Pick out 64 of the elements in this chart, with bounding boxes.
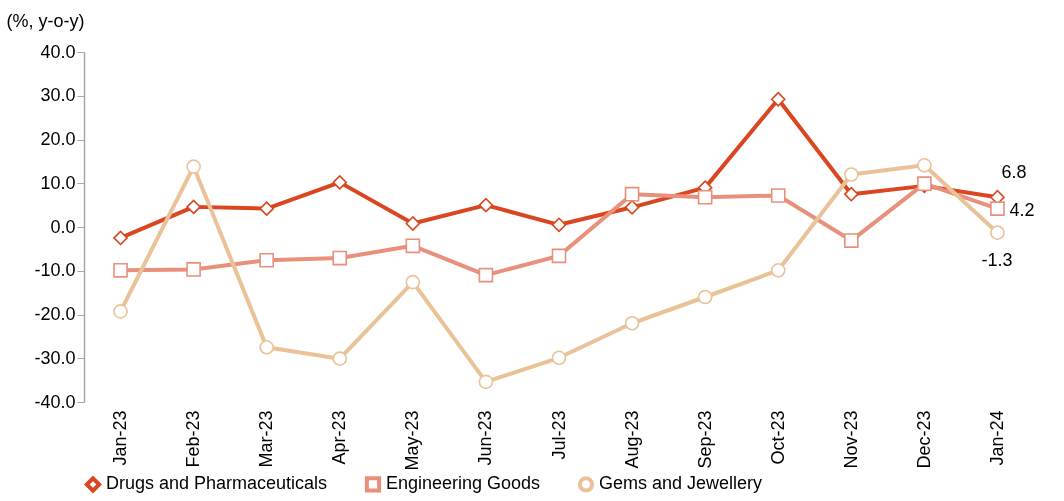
x-tick-label: Apr-23 [329, 410, 350, 465]
x-tick-label: May-23 [402, 410, 423, 471]
y-tick-label: -30.0 [34, 347, 76, 368]
point [843, 186, 859, 202]
point [405, 274, 421, 290]
x-tick-label: Jul-23 [548, 410, 569, 460]
x-tick-label: Jan-24 [986, 410, 1007, 466]
point [186, 199, 201, 215]
y-tick-label: 40.0 [40, 41, 76, 62]
y-tick-label: 20.0 [40, 129, 76, 149]
x-tick-label: Dec-23 [913, 410, 934, 469]
y-tick-label: -40.0 [34, 391, 76, 412]
point [990, 201, 1005, 216]
point [405, 238, 421, 254]
x-tick-label: Nov-23 [840, 410, 861, 469]
point [770, 263, 786, 278]
point [478, 267, 494, 283]
point [259, 201, 275, 216]
point [186, 159, 201, 174]
point [478, 374, 494, 390]
point [186, 262, 201, 277]
x-tick-label: Mar-23 [256, 410, 277, 468]
point [478, 197, 494, 213]
x-tick-label: Feb-23 [183, 410, 204, 468]
point [332, 175, 348, 190]
point [624, 186, 640, 202]
y-tick-label: -20.0 [34, 304, 76, 324]
data-label: 4.2 [1009, 199, 1035, 220]
y-axis-title: (%, y-o-y) [6, 10, 85, 31]
y-tick-label: -10.0 [34, 260, 76, 281]
point [770, 91, 786, 107]
y-tick-label: 0.0 [50, 216, 76, 237]
x-tick-label: Sep-23 [694, 410, 715, 469]
y-tick-label: 10.0 [40, 172, 76, 193]
point [405, 216, 421, 231]
point [770, 188, 786, 203]
point [332, 351, 348, 366]
legend-label: Gems and Jewellery [599, 473, 763, 494]
point [551, 350, 567, 366]
point [697, 289, 713, 305]
x-tick-label: Jun-23 [475, 410, 496, 466]
legend-label: Engineering Goods [386, 473, 541, 494]
point [551, 217, 567, 233]
point [697, 189, 713, 205]
point [843, 167, 859, 182]
point [332, 250, 348, 266]
point [551, 248, 567, 264]
point [917, 158, 932, 173]
point [113, 230, 128, 246]
point [624, 199, 640, 215]
point [843, 233, 859, 248]
x-tick-label: Oct-23 [767, 410, 788, 465]
point [259, 340, 275, 355]
point [113, 262, 128, 278]
x-tick-label: Aug-23 [621, 410, 642, 469]
legend-label: Drugs and Pharmaceuticals [106, 473, 328, 494]
point [624, 315, 640, 331]
point [113, 304, 128, 319]
y-tick-label: 30.0 [40, 85, 76, 106]
point [259, 252, 275, 268]
point [990, 225, 1005, 240]
data-label: 6.8 [1001, 162, 1027, 183]
x-tick-label: Jan-23 [110, 410, 131, 466]
data-label: -1.3 [981, 249, 1013, 270]
